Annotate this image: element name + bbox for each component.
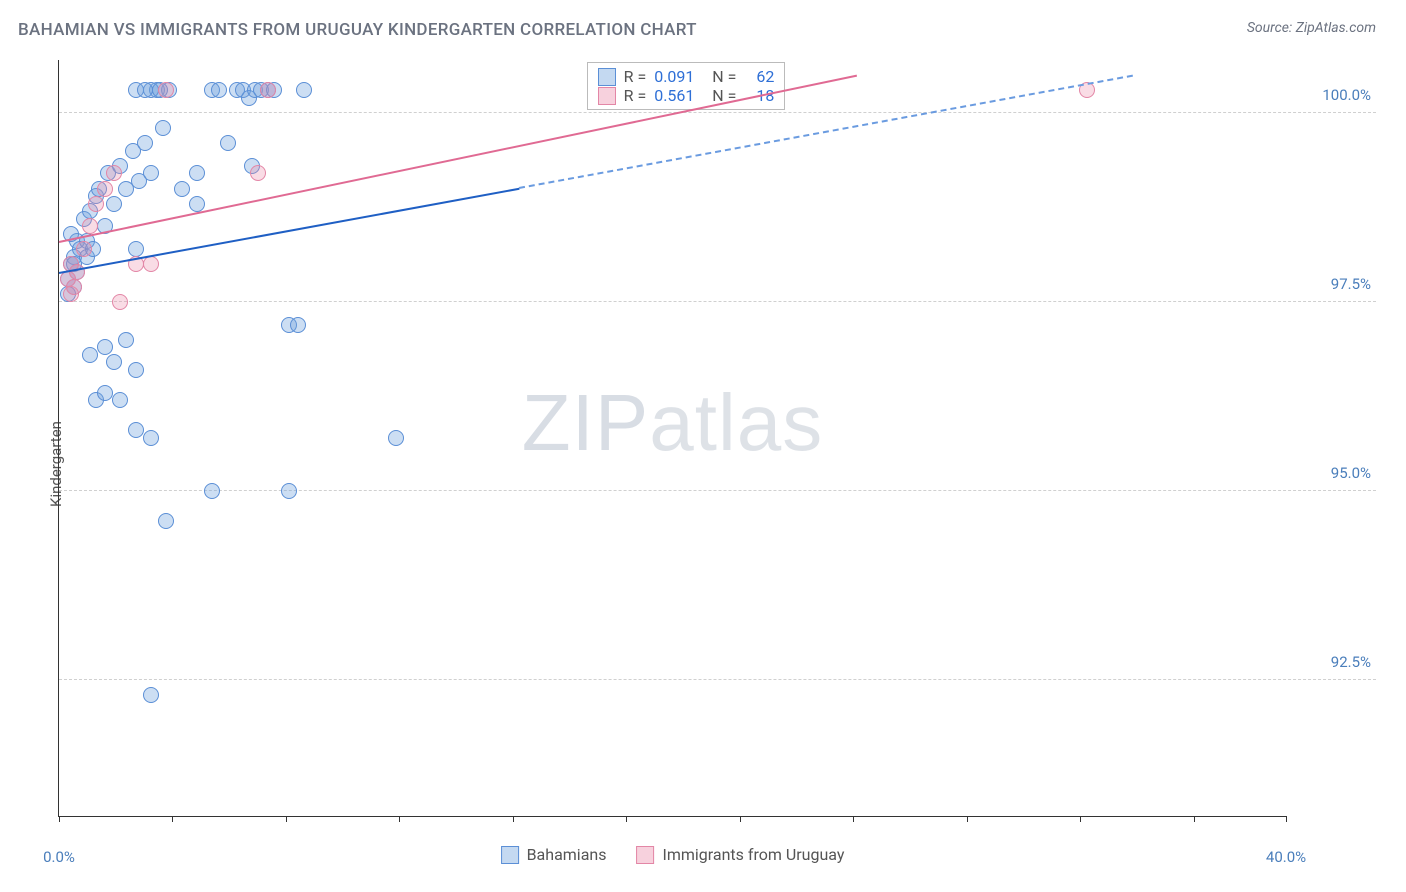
- scatter-point: [97, 339, 113, 355]
- trend-line: [59, 187, 519, 273]
- source-label: Source: ZipAtlas.com: [1247, 20, 1376, 36]
- legend-swatch: [598, 68, 616, 86]
- n-value: 62: [744, 67, 774, 86]
- scatter-point: [76, 241, 92, 257]
- scatter-point: [137, 135, 153, 151]
- gridline-h: [59, 490, 1376, 491]
- correlation-box: R =0.091N =62R =0.561N =18: [587, 62, 786, 110]
- scatter-point: [204, 483, 220, 499]
- scatter-point: [174, 181, 190, 197]
- correlation-row: R = 0.091 N = 62: [598, 67, 775, 86]
- x-tick-mark: [853, 816, 854, 822]
- scatter-point: [128, 422, 144, 438]
- y-tick-label: 97.5%: [1331, 275, 1371, 293]
- x-tick-mark: [172, 816, 173, 822]
- scatter-point: [388, 430, 404, 446]
- scatter-point: [211, 82, 227, 98]
- scatter-point: [82, 218, 98, 234]
- scatter-point: [88, 196, 104, 212]
- gridline-h: [59, 679, 1376, 680]
- series-legend: Bahamians Immigrants from Uruguay: [501, 845, 845, 864]
- scatter-point: [189, 196, 205, 212]
- chart-title: BAHAMIAN VS IMMIGRANTS FROM URUGUAY KIND…: [18, 20, 697, 40]
- chart-container: Kindergarten ZIPatlas 92.5%95.0%97.5%100…: [18, 55, 1376, 872]
- x-tick-mark: [626, 816, 627, 822]
- scatter-point: [128, 362, 144, 378]
- gridline-h: [59, 112, 1376, 113]
- scatter-point: [296, 82, 312, 98]
- x-tick-mark: [399, 816, 400, 822]
- legend-swatch: [636, 846, 654, 864]
- legend-label: Bahamians: [527, 845, 607, 864]
- scatter-point: [112, 392, 128, 408]
- scatter-point: [106, 196, 122, 212]
- r-label: R =: [624, 67, 647, 86]
- scatter-point: [290, 317, 306, 333]
- x-tick-mark: [286, 816, 287, 822]
- scatter-point: [155, 120, 171, 136]
- scatter-point: [106, 354, 122, 370]
- scatter-point: [97, 181, 113, 197]
- scatter-point: [220, 135, 236, 151]
- watermark-bold: ZIP: [522, 378, 649, 467]
- n-label: N =: [712, 67, 736, 86]
- watermark: ZIPatlas: [522, 377, 823, 469]
- x-tick-mark: [1194, 816, 1195, 822]
- legend-label: Immigrants from Uruguay: [662, 845, 844, 864]
- legend-item: Immigrants from Uruguay: [636, 845, 844, 864]
- plot-area: ZIPatlas 92.5%95.0%97.5%100.0%0.0%40.0%R…: [58, 60, 1286, 817]
- scatter-point: [69, 264, 85, 280]
- y-tick-label: 92.5%: [1331, 653, 1371, 671]
- x-tick-mark: [740, 816, 741, 822]
- x-tick-mark: [1080, 816, 1081, 822]
- scatter-point: [189, 165, 205, 181]
- r-value: 0.561: [654, 86, 704, 105]
- scatter-point: [63, 286, 79, 302]
- watermark-thin: atlas: [649, 378, 823, 467]
- r-label: R =: [624, 86, 647, 105]
- x-tick-mark: [59, 816, 60, 822]
- scatter-point: [128, 241, 144, 257]
- scatter-point: [158, 82, 174, 98]
- x-tick-mark: [967, 816, 968, 822]
- legend-swatch: [501, 846, 519, 864]
- scatter-point: [143, 165, 159, 181]
- scatter-point: [137, 82, 153, 98]
- scatter-point: [106, 165, 122, 181]
- scatter-point: [158, 513, 174, 529]
- r-value: 0.091: [654, 67, 704, 86]
- scatter-point: [260, 82, 276, 98]
- x-tick-mark: [1286, 816, 1287, 822]
- legend-item: Bahamians: [501, 845, 607, 864]
- scatter-point: [97, 385, 113, 401]
- trend-line: [59, 75, 857, 243]
- y-tick-label: 100.0%: [1322, 86, 1371, 104]
- scatter-point: [143, 430, 159, 446]
- scatter-point: [281, 483, 297, 499]
- legend-swatch: [598, 87, 616, 105]
- gridline-h: [59, 301, 1376, 302]
- scatter-point: [143, 687, 159, 703]
- x-tick-mark: [513, 816, 514, 822]
- x-tick-label: 0.0%: [43, 848, 75, 866]
- correlation-row: R =0.561N =18: [598, 86, 775, 105]
- scatter-point: [118, 332, 134, 348]
- scatter-point: [82, 347, 98, 363]
- scatter-point: [250, 165, 266, 181]
- x-tick-label: 40.0%: [1266, 848, 1306, 866]
- scatter-point: [143, 256, 159, 272]
- y-tick-label: 95.0%: [1331, 464, 1371, 482]
- scatter-point: [112, 294, 128, 310]
